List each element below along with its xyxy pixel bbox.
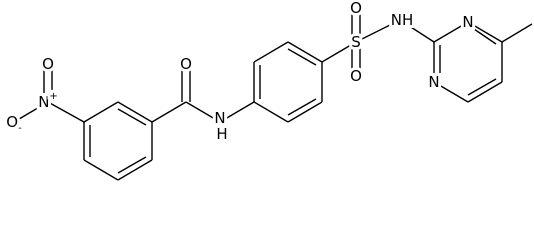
bond xyxy=(13,101,49,123)
atom-charge: + xyxy=(49,91,57,102)
bond xyxy=(467,78,497,96)
bond xyxy=(287,98,317,116)
bond xyxy=(253,41,289,63)
atom-label: NH xyxy=(391,11,414,29)
atom-hydrogen: H xyxy=(402,11,413,29)
bond xyxy=(433,81,469,103)
atom-label: N+ xyxy=(38,91,58,112)
bond xyxy=(47,101,85,123)
atom-charge: - xyxy=(18,123,22,134)
bond xyxy=(185,101,221,123)
bond xyxy=(355,19,401,43)
bond xyxy=(467,21,503,43)
bond xyxy=(219,101,255,123)
atom-label: N xyxy=(428,73,439,91)
molecule: O N+ O- O N H S O O NH N N xyxy=(3,0,533,181)
atom-labels: O N+ O- O N H S O O NH N N xyxy=(3,0,476,146)
bond xyxy=(117,101,153,123)
bond xyxy=(467,81,503,103)
bond xyxy=(83,101,119,123)
atom-symbol: N xyxy=(38,93,49,111)
bond xyxy=(321,41,357,63)
atom-label: N xyxy=(214,109,225,127)
bond xyxy=(151,101,187,123)
bond xyxy=(287,101,323,123)
atom-label: O xyxy=(42,55,54,73)
bond xyxy=(117,159,153,181)
atom-label: O- xyxy=(6,113,22,134)
bond xyxy=(287,41,323,63)
atom-label: O xyxy=(350,67,362,85)
bond xyxy=(287,48,317,66)
atom-symbol: N xyxy=(391,11,402,29)
bond xyxy=(473,28,497,45)
bond xyxy=(117,108,147,126)
bonds xyxy=(13,8,533,181)
atom-label: N xyxy=(462,13,473,31)
atom-label: O xyxy=(350,0,362,17)
atom-symbol: O xyxy=(6,113,18,131)
bond xyxy=(433,21,469,43)
bond xyxy=(117,156,147,174)
bond xyxy=(83,159,119,181)
atom-hydrogen: H xyxy=(216,125,227,143)
bond xyxy=(501,23,533,43)
bond xyxy=(253,101,289,123)
atom-label: S xyxy=(351,33,361,51)
bond xyxy=(399,19,435,43)
atom-label: O xyxy=(180,55,192,73)
